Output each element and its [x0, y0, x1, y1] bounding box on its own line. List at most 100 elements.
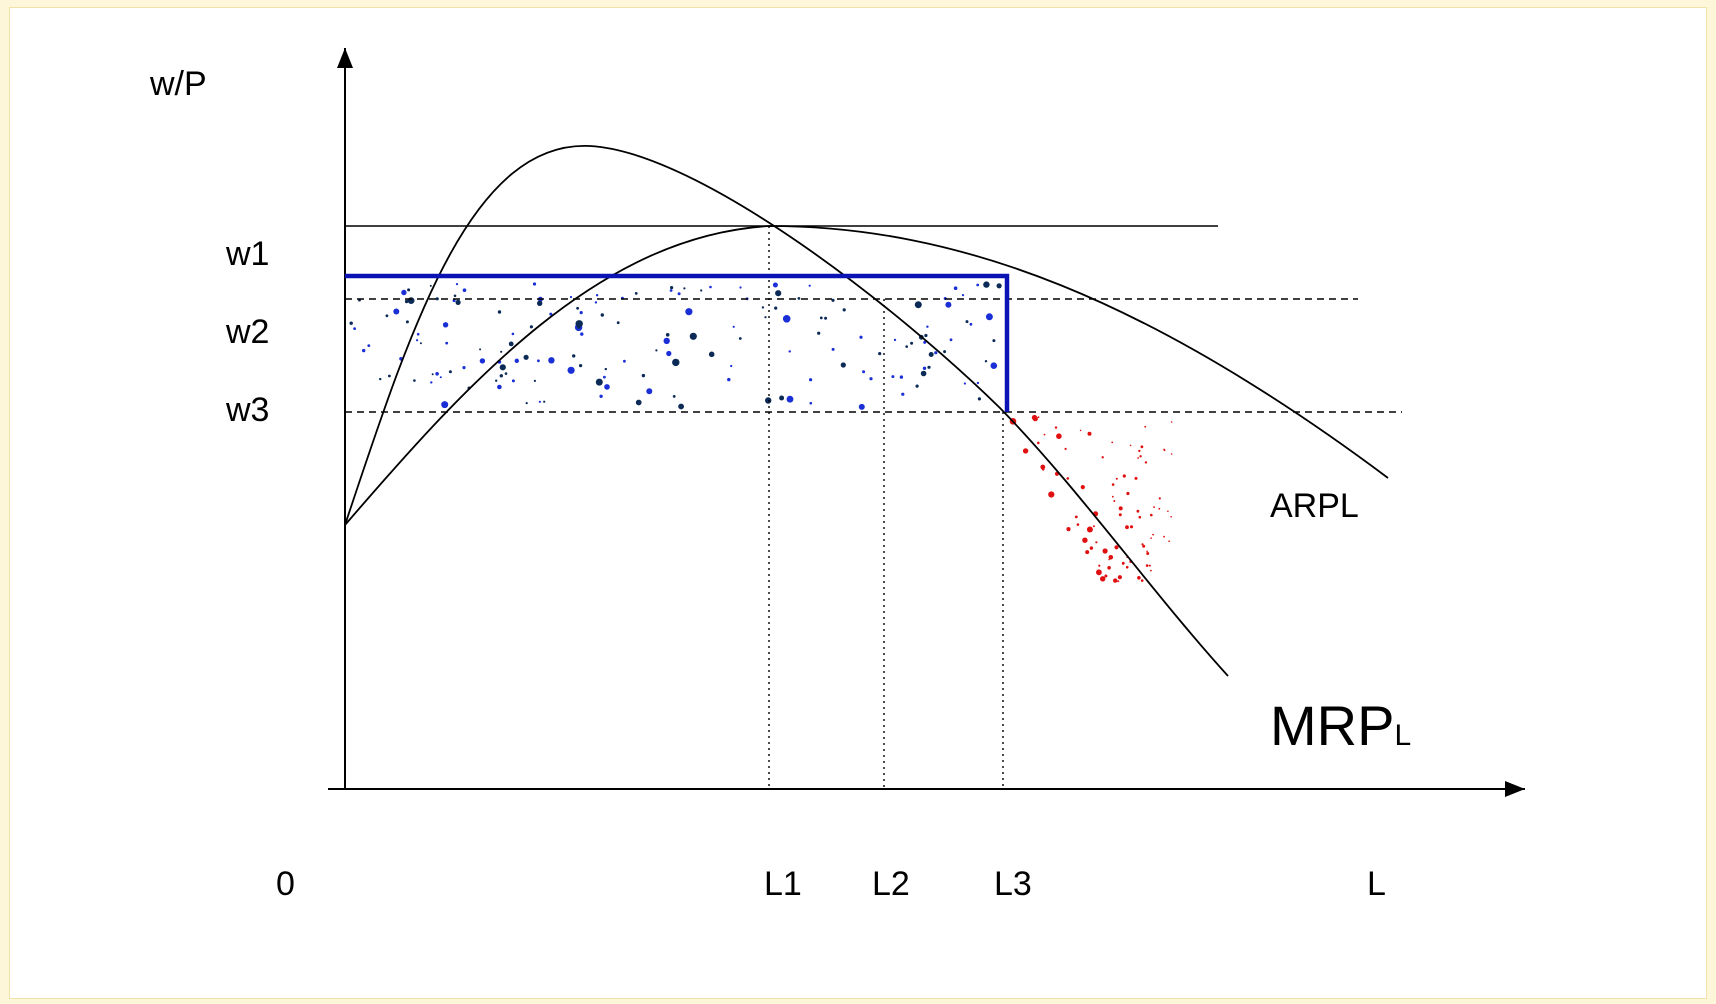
stipple-dot: [709, 285, 712, 289]
stipple-dot: [572, 354, 576, 358]
stipple-dot: [549, 312, 553, 316]
stipple-dot: [1139, 455, 1142, 458]
stipple-dot: [641, 373, 646, 378]
stipple-dot: [616, 321, 620, 325]
stipple-dot: [905, 345, 908, 348]
stipple-dot: [1104, 574, 1108, 578]
stipple-dot: [1145, 564, 1149, 567]
origin-label: 0: [276, 865, 295, 903]
stipple-dot: [548, 357, 555, 364]
stipple-dot: [442, 322, 449, 328]
stipple-dot: [1064, 447, 1067, 450]
stipple-dot: [634, 292, 638, 295]
stipple-dot: [901, 392, 905, 396]
stipple-dot: [677, 292, 681, 296]
stipple-dot: [809, 378, 813, 382]
stipple-dot: [665, 333, 670, 337]
stipple-dot: [672, 395, 676, 398]
stipple-dot: [764, 316, 767, 319]
stipple-dot: [730, 364, 733, 368]
stipple-dot: [961, 294, 965, 297]
stipple-dot: [537, 300, 543, 306]
y-axis-label: w/P: [149, 65, 207, 103]
stipple-dot: [1087, 431, 1092, 436]
stipple-dot: [1108, 555, 1114, 560]
stipple-dot: [891, 375, 895, 379]
stipple-dot: [934, 351, 938, 355]
stipple-dot: [1146, 552, 1150, 555]
stipple-dot: [983, 281, 990, 288]
stipple-dot: [765, 397, 772, 404]
stipple-dot: [927, 365, 931, 369]
stipple-dot: [595, 378, 603, 386]
stipple-dot: [899, 375, 904, 379]
stipple-dot: [1138, 515, 1142, 519]
stipple-dot: [1126, 491, 1130, 496]
stipple-dot: [984, 360, 988, 363]
stipple-dot: [655, 349, 658, 352]
stipple-dot: [580, 332, 584, 336]
stipple-dot: [1163, 535, 1165, 538]
stipple-dot: [416, 332, 420, 336]
stipple-dot: [462, 288, 467, 293]
stipple-dot: [1118, 513, 1122, 517]
stipple-dot: [435, 372, 439, 376]
stipple-dot: [943, 350, 947, 354]
stipple-dot: [533, 379, 537, 382]
stipple-dot: [990, 362, 998, 370]
stipple-dot: [393, 308, 400, 315]
stipple-dot: [1148, 564, 1151, 567]
stipple-dot: [689, 332, 697, 340]
stipple-dot: [708, 351, 715, 358]
stipple-dot: [599, 394, 603, 398]
stipple-dot: [797, 297, 801, 300]
stipple-dot: [479, 358, 486, 364]
wage-rectangle-outline: [345, 273, 1010, 412]
stipple-dot: [992, 339, 996, 343]
stipple-dot: [523, 354, 529, 360]
stipple-dot: [915, 384, 919, 388]
stipple-dot: [431, 373, 434, 376]
stipple-dot: [1140, 445, 1144, 449]
stipple-dot: [1146, 550, 1148, 553]
stipple-dot: [926, 325, 929, 328]
stipple-dot: [1098, 564, 1101, 567]
stipple-dot: [1122, 474, 1126, 478]
stipple-dot: [1107, 566, 1111, 570]
mrpl-curve: [344, 145, 1229, 677]
stipple-dot: [859, 335, 863, 339]
stipple-dot: [1115, 477, 1118, 480]
stipple-dot: [1048, 491, 1055, 498]
stipple-dot: [1150, 513, 1153, 517]
stipple-dot: [1114, 545, 1119, 550]
stipple-dot: [963, 382, 967, 385]
stipple-dot: [511, 332, 515, 336]
stipple-dot: [532, 282, 537, 286]
arpl-curve: [344, 225, 1389, 526]
stipple-dot: [576, 306, 579, 310]
stipple-dot: [1142, 544, 1146, 548]
stipple-dot: [453, 294, 457, 298]
stipple-dot: [878, 352, 882, 356]
stipple-dot: [511, 379, 515, 383]
tick-label-L3: L3: [994, 865, 1032, 903]
stipple-dot: [1137, 576, 1141, 580]
stipple-dot: [594, 301, 598, 304]
stipple-dot: [1054, 426, 1058, 429]
stipple-dot: [1170, 453, 1173, 455]
stipple-dot: [579, 364, 583, 368]
stipple-dot: [379, 377, 382, 381]
stipple-dot: [670, 286, 674, 290]
stipple-dot: [831, 298, 835, 302]
stipple-dot: [1129, 525, 1134, 529]
stipple-dot: [537, 359, 540, 363]
tick-label-L2: L2: [872, 865, 910, 903]
stipple-dot: [435, 297, 439, 301]
stipple-dot: [543, 400, 546, 403]
stipple-dot: [479, 348, 482, 351]
stipple-dot: [914, 301, 922, 309]
tick-label-L1: L1: [764, 865, 802, 903]
stipple-dot: [700, 289, 703, 292]
stipple-dot: [1113, 578, 1118, 583]
